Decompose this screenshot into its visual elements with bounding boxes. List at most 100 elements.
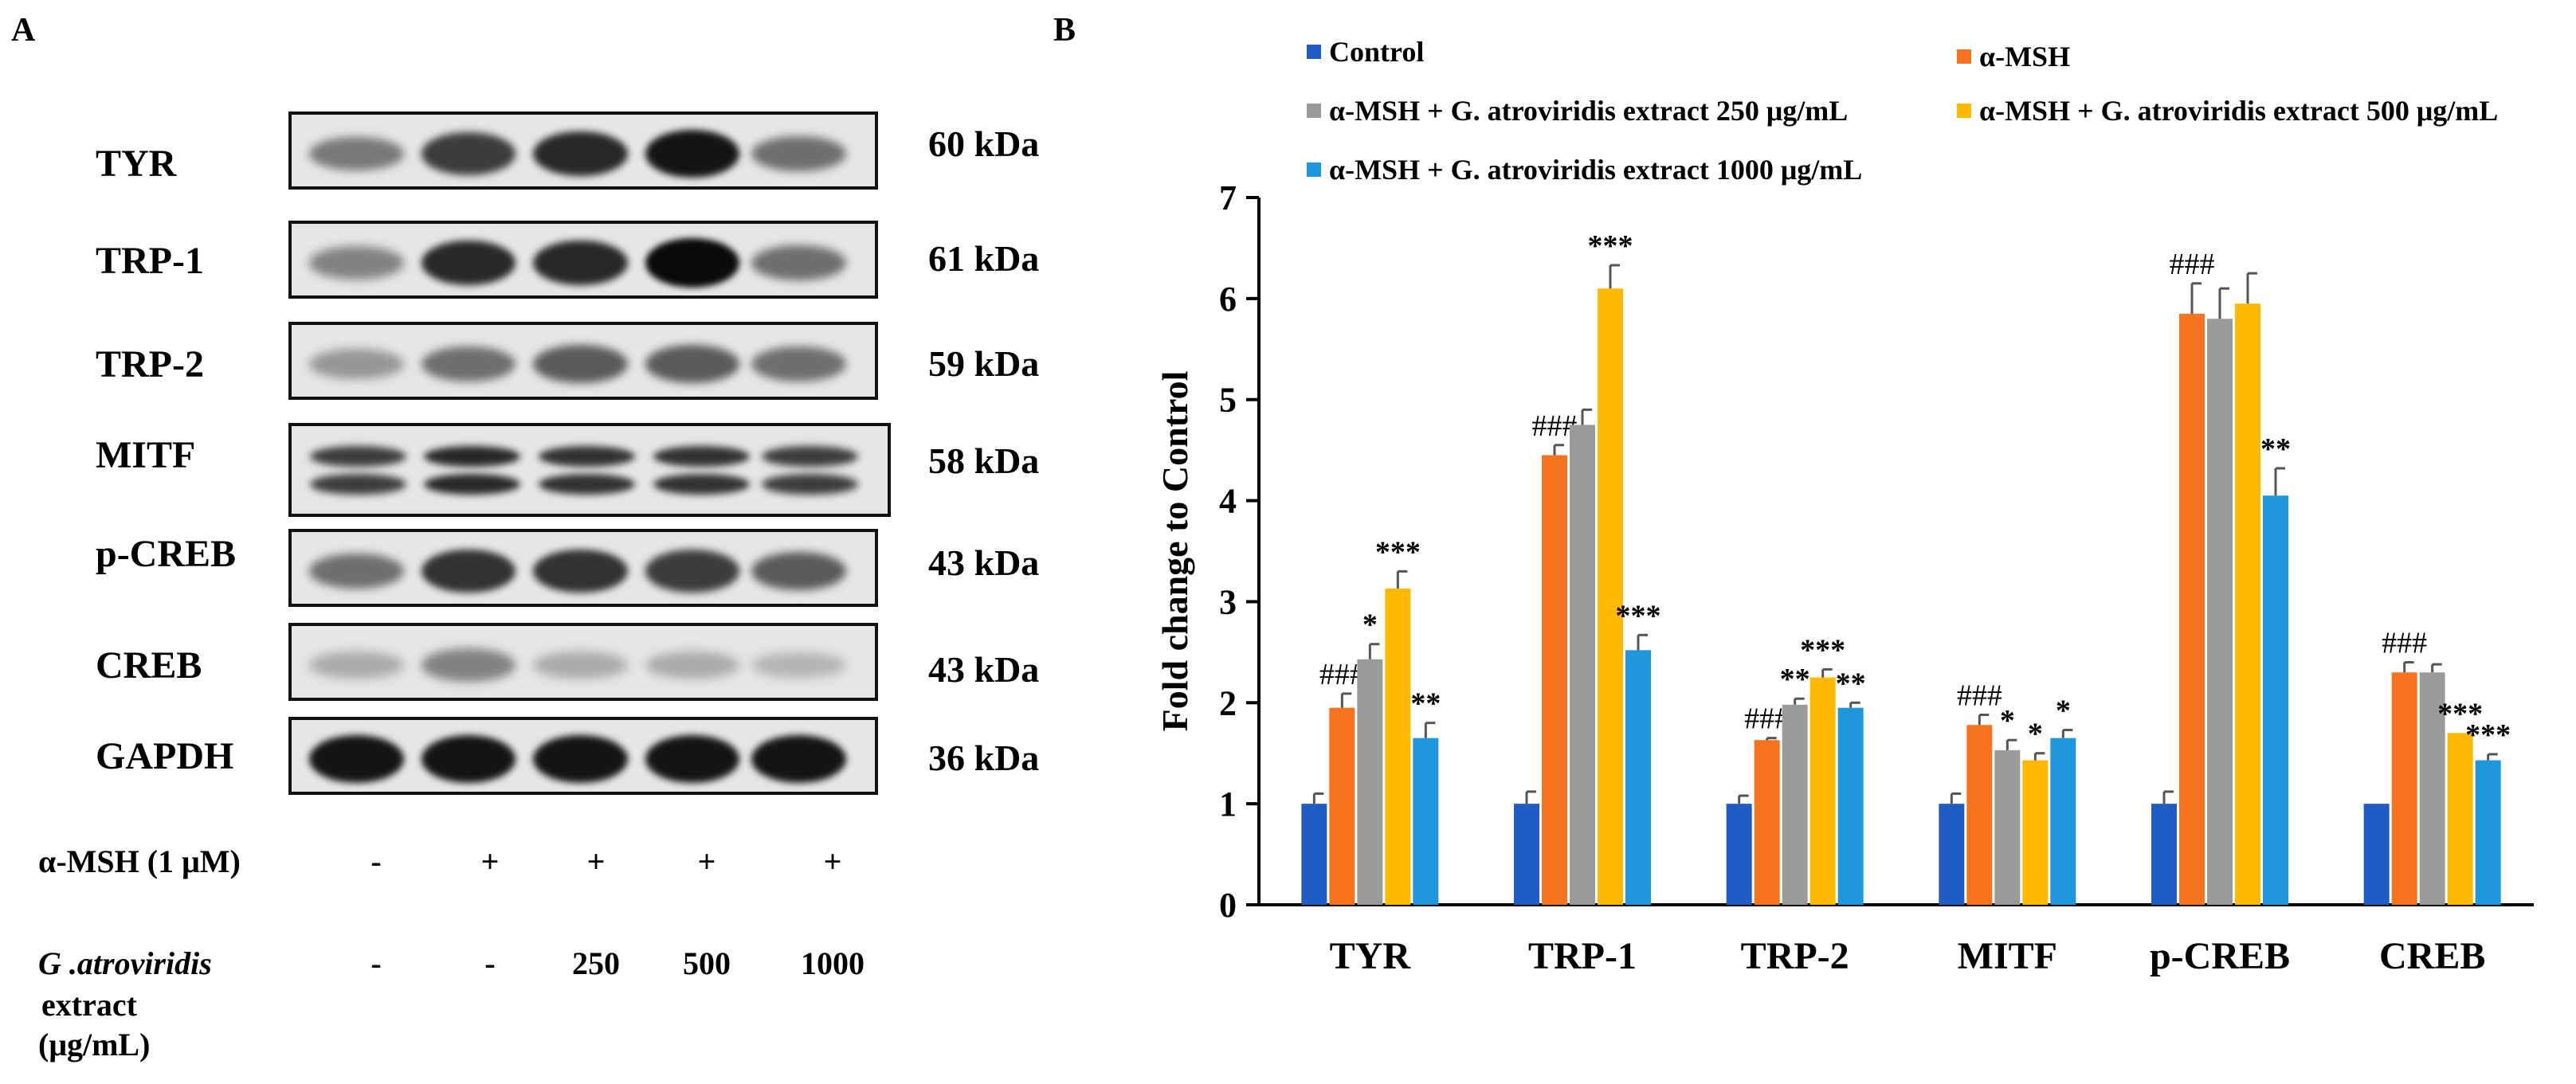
- bar: [1837, 707, 1864, 905]
- bar: [1994, 749, 2021, 905]
- msh-value: +: [586, 843, 606, 879]
- legend-text: α-MSH + G. atroviridis extract 250 μg/mL: [1329, 95, 1849, 127]
- blot-band: [533, 651, 628, 679]
- blot-band: [421, 648, 516, 682]
- bar: [1301, 804, 1327, 905]
- blot-image-trp-2: [288, 322, 878, 400]
- msh-treatment-label: α-MSH (1 μM): [38, 843, 241, 879]
- y-tick-label: 5: [1219, 381, 1237, 420]
- legend-entry: Control: [1307, 35, 1424, 68]
- y-tick-label: 1: [1219, 785, 1237, 824]
- bar: [1385, 588, 1411, 905]
- blot-band: [533, 734, 628, 783]
- legend-swatch: [1957, 49, 1971, 64]
- blot-label-tyr: TYR: [96, 143, 177, 185]
- significance-marker: *: [2028, 718, 2043, 751]
- blot-label-trp-2: TRP-2: [96, 343, 204, 385]
- blot-band: [751, 346, 846, 382]
- bar: [2363, 804, 2390, 905]
- legend-text: α-MSH: [1979, 41, 2071, 72]
- significance-marker: **: [1836, 667, 1866, 700]
- blot-band: [421, 132, 516, 175]
- blot-band: [653, 445, 750, 467]
- blot-band: [309, 553, 404, 589]
- blot-image-tyr: [288, 112, 878, 190]
- category-label: MITF: [1958, 935, 2057, 977]
- significance-marker: *: [2000, 704, 2015, 738]
- blot-band: [751, 652, 846, 679]
- bar: [2235, 303, 2260, 905]
- msh-value: -: [371, 843, 382, 879]
- bar: [2207, 319, 2233, 905]
- blot-label-trp-1: TRP-1: [96, 240, 204, 282]
- bar: [2419, 672, 2445, 905]
- blot-image-p-creb: [288, 529, 878, 607]
- extract-value: 1000: [801, 945, 865, 981]
- bar: [1625, 650, 1651, 905]
- panel-a-label: A: [11, 12, 36, 49]
- blot-band: [538, 474, 635, 495]
- bar: [2050, 738, 2076, 905]
- bar: [2391, 672, 2417, 905]
- blot-band: [645, 734, 740, 783]
- kda-label: 43 kDa: [928, 649, 1040, 690]
- y-tick-label: 6: [1219, 280, 1237, 319]
- legend-swatch: [1957, 104, 1971, 118]
- significance-marker: **: [2260, 432, 2291, 466]
- significance-marker: ***: [2465, 718, 2511, 752]
- significance-marker: ***: [1588, 229, 1633, 263]
- legend-text: α-MSH + G. atroviridis extract 500 μg/mL: [1979, 95, 2499, 127]
- significance-marker: ###: [2382, 627, 2427, 660]
- bar: [2151, 804, 2177, 905]
- blot-label-p-creb: p-CREB: [96, 533, 237, 575]
- blot-band: [421, 240, 516, 286]
- blot-band: [309, 246, 404, 280]
- extract-value: 250: [572, 945, 620, 981]
- blot-image-mitf: [288, 423, 891, 517]
- blot-band: [761, 474, 858, 495]
- bar: [1598, 288, 1623, 906]
- blot-band: [309, 651, 404, 679]
- bar: [2179, 313, 2205, 905]
- kda-label: 58 kDa: [928, 440, 1040, 481]
- blot-band: [538, 445, 635, 467]
- legend-text: Control: [1329, 36, 1425, 68]
- y-tick-label: 3: [1219, 582, 1237, 621]
- significance-marker: ###: [1957, 679, 2002, 713]
- significance-marker: *: [2056, 695, 2071, 728]
- bar: [1726, 804, 1752, 905]
- bar: [2022, 760, 2049, 905]
- blot-band: [309, 474, 406, 495]
- significance-marker: **: [1780, 663, 1810, 696]
- kda-label: 59 kDa: [928, 343, 1040, 384]
- bar: [2263, 495, 2288, 905]
- legend-text: α-MSH + G. atroviridis extract 1000 μg/m…: [1329, 154, 1863, 186]
- extract-label-line2: extract: [41, 987, 137, 1023]
- bar: [1939, 804, 1965, 905]
- bar: [1514, 804, 1539, 905]
- blot-band: [421, 734, 516, 783]
- blot-band: [645, 344, 740, 383]
- bar: [2475, 760, 2501, 905]
- blot-image-gapdh: [288, 717, 878, 795]
- blot-band: [761, 445, 858, 467]
- blot-image-trp-1: [288, 221, 878, 299]
- y-tick-label: 2: [1219, 683, 1237, 722]
- category-label: TRP-1: [1528, 935, 1637, 977]
- blot-band: [751, 135, 846, 172]
- blot-image-creb: [288, 623, 878, 701]
- y-axis-label: Fold change to Control: [1155, 371, 1195, 732]
- blot-band: [645, 129, 740, 178]
- blot-label-mitf: MITF: [96, 434, 196, 476]
- kda-label: 61 kDa: [928, 238, 1040, 279]
- blot-band: [533, 549, 628, 593]
- y-tick-label: 4: [1219, 482, 1237, 521]
- bar: [1413, 738, 1439, 905]
- significance-marker: ###: [2170, 248, 2215, 281]
- blot-band: [751, 551, 846, 590]
- blot-band: [309, 734, 404, 783]
- category-label: p-CREB: [2150, 935, 2290, 977]
- bar: [1542, 455, 1567, 905]
- blot-label-gapdh: GAPDH: [96, 735, 234, 777]
